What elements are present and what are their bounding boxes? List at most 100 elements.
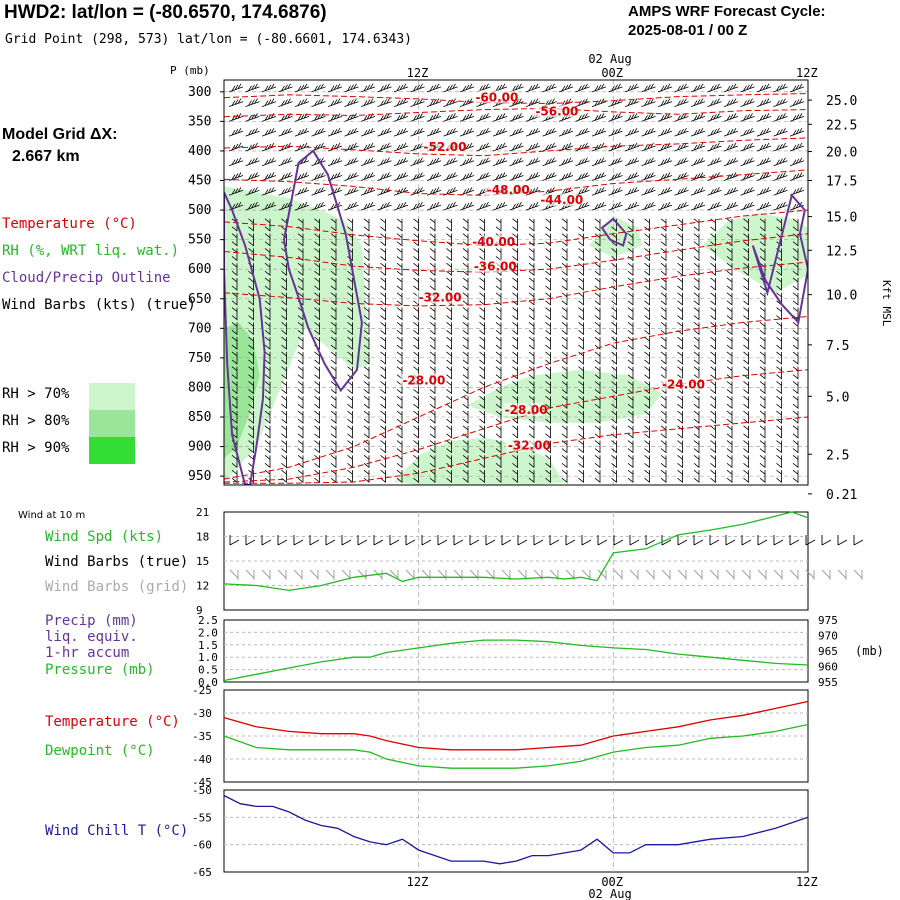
wind-barb [723, 142, 739, 152]
wind-barb [281, 351, 287, 365]
true-wind-barb [757, 535, 768, 546]
wind-barb [693, 469, 700, 483]
wind-barb [792, 233, 799, 247]
wind-barb [693, 292, 700, 306]
wind-barb [759, 218, 766, 232]
wind-barb [743, 218, 749, 232]
wind-barb [261, 113, 277, 122]
temp-contour-label-10: -32.00 [508, 439, 551, 453]
wind-barb [327, 201, 343, 211]
legend-wind-barbs-grid: Wind Barbs (grid) [45, 579, 189, 595]
wind-barb [759, 395, 766, 410]
wind-barb [740, 142, 755, 152]
wind-barb [462, 381, 469, 395]
wind-barb [261, 98, 277, 107]
wind-barb [314, 410, 320, 424]
wind-barb [459, 113, 475, 122]
true-wind-barb [533, 535, 544, 546]
wind-barb [363, 410, 370, 424]
wind-barb [495, 469, 502, 483]
wind-barb [429, 440, 436, 454]
wind-barb [261, 127, 277, 137]
wind-barb [611, 307, 617, 321]
wind-barb [231, 262, 238, 277]
wind-barb [294, 201, 310, 211]
wind-barb [479, 395, 485, 410]
wind-barb [429, 233, 436, 247]
wind-barb [677, 440, 683, 454]
wind-barb [525, 83, 541, 93]
wind-barb [677, 248, 683, 262]
wind-barb [528, 233, 535, 247]
wind-barb [591, 113, 607, 122]
wind-barb [743, 277, 749, 291]
wind-barb [558, 113, 574, 122]
wind-barb [545, 277, 551, 291]
wind-barb [756, 201, 772, 211]
wind-barb [264, 277, 271, 291]
wind-barb [644, 218, 650, 232]
wind-barb [396, 248, 403, 262]
true-wind-barb [837, 535, 848, 546]
main-plot-group [224, 80, 808, 485]
wind-barb [792, 248, 799, 262]
wind-barb [495, 425, 502, 439]
wind-barb [231, 381, 238, 395]
temp-contour-label-6: -36.00 [474, 259, 517, 273]
grid-wind-barb [821, 569, 831, 580]
precip-tick-label-4: 0.5 [198, 664, 218, 677]
wind-barb [297, 366, 304, 380]
wind-barb [608, 113, 623, 122]
wind-barb [347, 322, 353, 336]
wind-barb [347, 425, 353, 439]
grid-wind-barb [485, 569, 495, 580]
wind-barb [443, 201, 458, 211]
wind-barb [264, 322, 271, 336]
wind-barb [314, 351, 320, 365]
wind-barb [347, 366, 353, 380]
wind-barb [776, 381, 782, 395]
wind-barb [677, 425, 683, 439]
top-time-label-0: 12Z [407, 66, 429, 80]
wind-barb [363, 322, 370, 336]
wind-barb [281, 336, 287, 350]
wind-barb [611, 322, 617, 336]
precip-tick-label-5: 0.0 [198, 676, 218, 689]
wind-barb [264, 469, 271, 483]
wind-barb [495, 307, 502, 321]
wind-barb [759, 233, 766, 247]
wind-barb [297, 262, 304, 277]
wind-barb [594, 425, 601, 439]
wind-barb [429, 395, 436, 410]
wind-barb [644, 233, 650, 247]
wind-barb [261, 142, 277, 152]
wind-barb [278, 83, 293, 93]
wind-barb [792, 277, 799, 291]
temp-label-bg-8 [400, 373, 441, 387]
wind-barb [773, 142, 788, 152]
wind-barb [545, 262, 551, 277]
temp-contour-label-5: -40.00 [472, 235, 515, 249]
height-tick-label-0: 25.0 [826, 94, 857, 109]
wind-barb [330, 381, 337, 395]
wind-barb [542, 172, 557, 181]
wind-barb [773, 172, 788, 181]
wind-barb [624, 172, 640, 181]
wind-barb [314, 381, 320, 395]
wind-barb [278, 187, 293, 196]
wind-barb [347, 455, 353, 469]
wind-barb [740, 172, 755, 181]
wind-barb [743, 351, 749, 365]
grid-wind-barb [245, 569, 255, 580]
wind-barb [611, 469, 617, 483]
wind-barb [245, 142, 260, 152]
temperature-contour-1 [224, 107, 808, 118]
wind-barb [264, 248, 271, 262]
wind-barb [776, 469, 782, 483]
wind-barb [264, 218, 271, 232]
wind-barb [789, 201, 805, 211]
wind-barb [674, 113, 689, 122]
wind-barb [314, 395, 320, 410]
true-wind-barb [229, 535, 240, 546]
wind-barb [330, 233, 337, 247]
